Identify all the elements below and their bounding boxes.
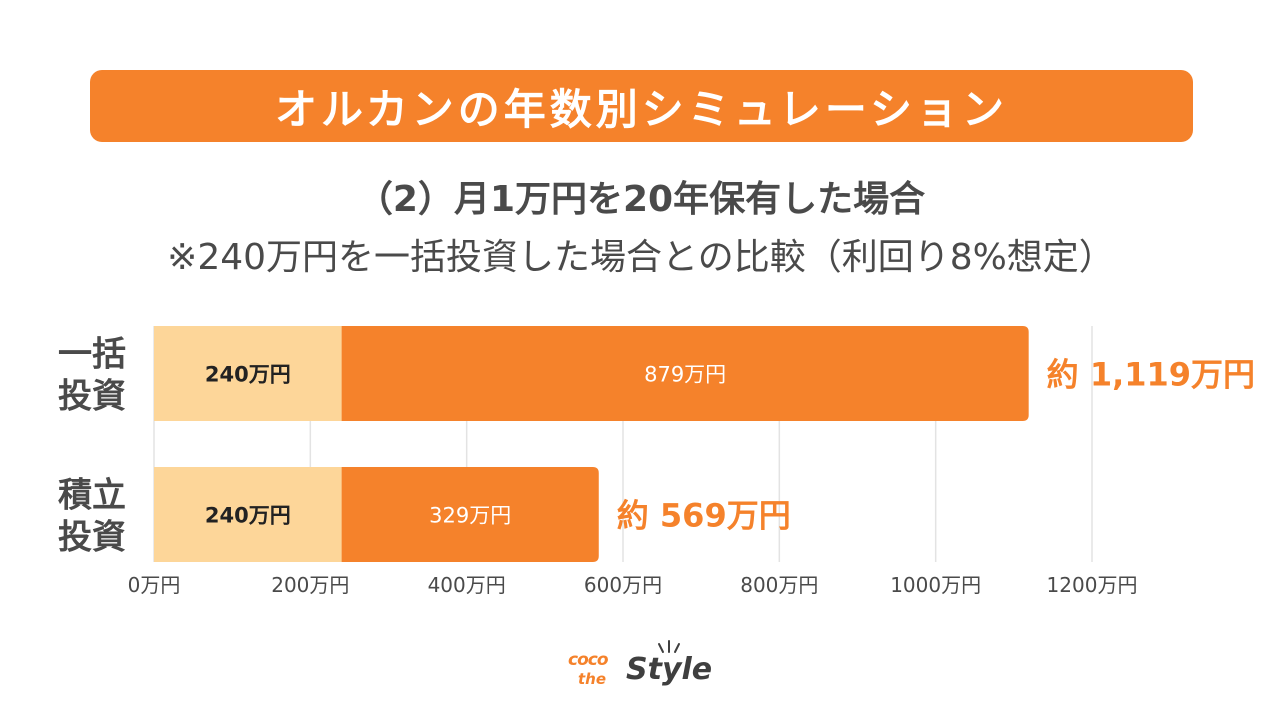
x-tick-label: 400万円 xyxy=(428,573,506,597)
bar-segment xyxy=(154,326,342,421)
category-label: 一括投資 xyxy=(58,335,126,417)
coco-the-style-logo: coco the Style xyxy=(560,640,730,700)
bar-segment xyxy=(341,326,1029,421)
x-tick-label: 1200万円 xyxy=(1047,573,1138,597)
page-title: オルカンの年数別シミュレーション xyxy=(274,84,1009,134)
logo-style-text: Style xyxy=(626,652,713,687)
bar-value-label: 879万円 xyxy=(644,363,726,387)
bar-value-label: 329万円 xyxy=(429,504,511,528)
logo-the-text: the xyxy=(578,670,607,688)
subtitle: （2）月1万円を20年保有した場合 xyxy=(356,179,926,220)
bar-total-label: 約 1,119万円 xyxy=(1047,356,1255,394)
x-tick-label: 600万円 xyxy=(584,573,662,597)
x-tick-label: 0万円 xyxy=(128,573,181,597)
bar-total-label: 約 569万円 xyxy=(617,497,791,535)
bar-value-label: 240万円 xyxy=(205,363,291,387)
bar-value-label: 240万円 xyxy=(205,504,291,528)
x-tick-label: 200万円 xyxy=(271,573,349,597)
x-tick-label: 800万円 xyxy=(740,573,818,597)
bar-segment xyxy=(341,467,599,562)
logo-coco-text: coco xyxy=(568,650,609,670)
x-tick-label: 1000万円 xyxy=(890,573,981,597)
bar-segment xyxy=(154,467,342,562)
stacked-bar-chart: 0万円 200万円 400万円 600万円 800万円 1000万円 1200万円 一括投資積… xyxy=(58,326,1255,597)
sparkle-icon xyxy=(658,640,680,653)
comparison-note: ※240万円を一括投資した場合との比較（利回り8%想定） xyxy=(167,237,1115,278)
category-label: 積立投資 xyxy=(58,476,126,558)
title-banner: オルカンの年数別シミュレーション xyxy=(90,70,1193,142)
